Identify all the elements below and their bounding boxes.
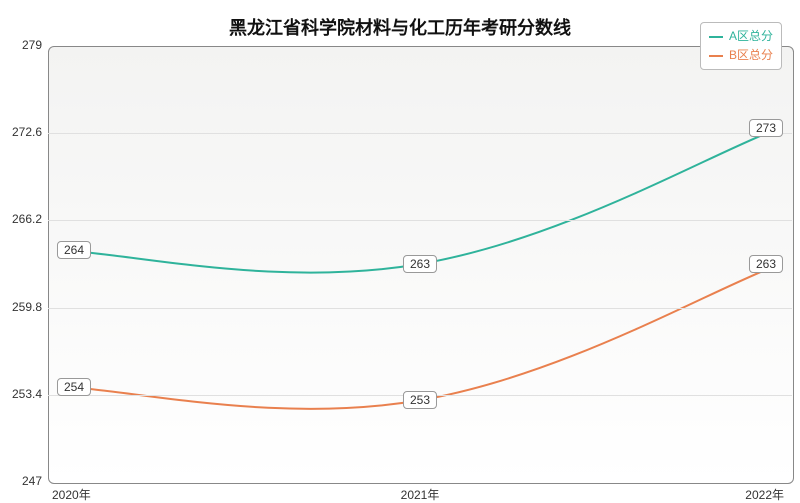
data-label: 253 xyxy=(403,391,437,409)
y-tick-label: 266.2 xyxy=(12,212,42,226)
data-label: 263 xyxy=(749,255,783,273)
legend-label: B区总分 xyxy=(729,46,773,65)
y-tick-label: 259.8 xyxy=(12,300,42,314)
y-tick-label: 272.6 xyxy=(12,125,42,139)
legend-label: A区总分 xyxy=(729,27,773,46)
legend-swatch xyxy=(709,36,723,38)
grid-line xyxy=(48,220,792,221)
x-tick-label: 2021年 xyxy=(401,486,440,503)
data-label: 264 xyxy=(57,241,91,259)
legend-swatch xyxy=(709,55,723,57)
legend-item: B区总分 xyxy=(709,46,773,65)
data-label: 263 xyxy=(403,255,437,273)
legend-item: A区总分 xyxy=(709,27,773,46)
grid-line xyxy=(48,308,792,309)
series-line-0 xyxy=(60,128,780,273)
y-tick-label: 279 xyxy=(22,38,42,52)
x-tick-label: 2020年 xyxy=(52,486,91,503)
grid-line xyxy=(48,133,792,134)
data-label: 273 xyxy=(749,119,783,137)
series-lines xyxy=(0,0,800,500)
legend: A区总分B区总分 xyxy=(700,22,782,70)
x-tick-label: 2022年 xyxy=(745,486,784,503)
series-line-1 xyxy=(60,264,780,409)
chart-container: 黑龙江省科学院材料与化工历年考研分数线 A区总分B区总分 247253.4259… xyxy=(0,0,800,500)
data-label: 254 xyxy=(57,378,91,396)
y-tick-label: 253.4 xyxy=(12,387,42,401)
y-tick-label: 247 xyxy=(22,474,42,488)
